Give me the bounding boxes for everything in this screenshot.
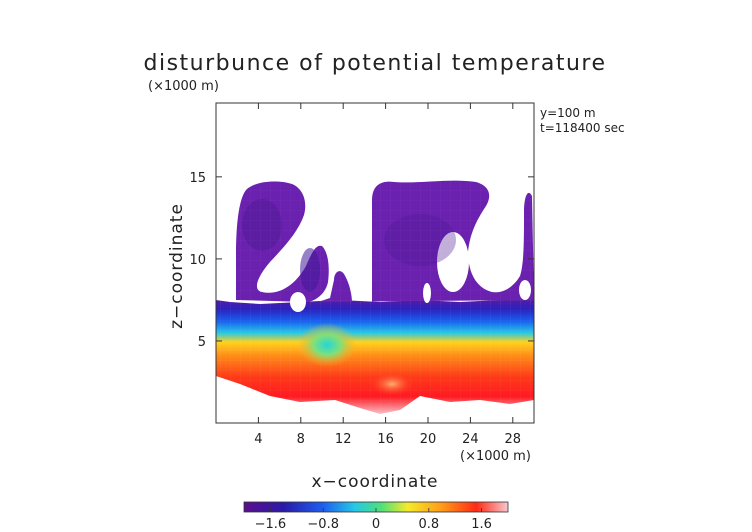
colorbar-ticks: −1.6 −0.8 0 0.8 1.6 xyxy=(255,508,492,532)
heatmap-light-pocket xyxy=(370,372,414,396)
x-axis-unit-label: (×1000 m) xyxy=(460,449,531,464)
x-tick-label: 12 xyxy=(335,432,352,447)
colorbar-tick-label: 1.6 xyxy=(471,517,492,532)
colorbar-tick-label: −0.8 xyxy=(307,517,339,532)
heatmap-area xyxy=(216,103,534,423)
heatmap-cool-pocket xyxy=(297,323,357,367)
chart-unit-label: (×1000 m) xyxy=(148,79,219,94)
x-axis-label: x−coordinate xyxy=(312,472,439,492)
x-tick-label: 16 xyxy=(377,432,394,447)
colorbar-tick-label: 0 xyxy=(372,517,380,532)
x-tick-label: 8 xyxy=(297,432,305,447)
annotation-y: y=100 m xyxy=(540,106,596,120)
y-tick-label: 5 xyxy=(198,335,206,350)
x-tick-label: 4 xyxy=(254,432,262,447)
colorbar-tick-label: −1.6 xyxy=(255,517,287,532)
x-tick-label: 20 xyxy=(420,432,437,447)
x-tick-label: 24 xyxy=(462,432,479,447)
x-tick-label: 28 xyxy=(505,432,522,447)
chart-title: disturbunce of potential temperature xyxy=(144,51,607,76)
annotation-t: t=118400 sec xyxy=(540,121,625,135)
colorbar-tick-label: 0.8 xyxy=(418,517,439,532)
x-axis-ticks: 4 8 12 16 20 24 28 xyxy=(254,103,521,447)
y-axis-ticks: 5 10 15 xyxy=(189,171,534,350)
y-tick-label: 10 xyxy=(189,253,206,268)
plot-frame xyxy=(215,102,535,424)
y-axis-label: z−coordinate xyxy=(167,203,187,329)
y-tick-label: 15 xyxy=(189,171,206,186)
